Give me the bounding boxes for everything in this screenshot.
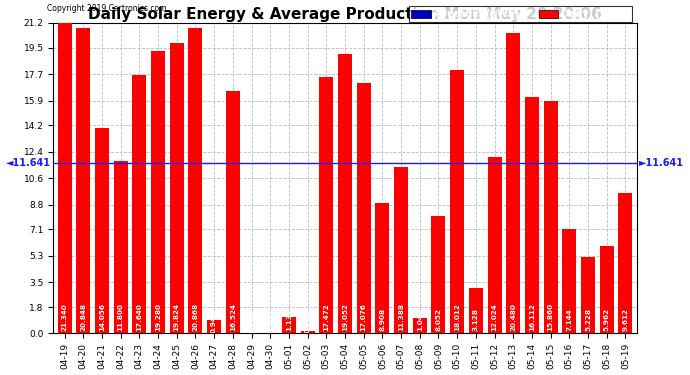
Bar (506, 33, 520, 333)
Text: 15.860: 15.860 (548, 303, 553, 331)
Bar (114, 160, 128, 333)
Bar (188, 28, 202, 333)
Text: 0.000: 0.000 (267, 310, 273, 333)
Text: 5.962: 5.962 (604, 308, 610, 331)
Text: 3.128: 3.128 (473, 308, 479, 331)
Text: 1.044: 1.044 (417, 309, 423, 331)
Bar (207, 320, 221, 333)
Text: 0.000: 0.000 (248, 310, 255, 333)
Bar (544, 101, 558, 333)
Text: 1.132: 1.132 (286, 309, 292, 331)
Text: 20.848: 20.848 (80, 303, 86, 331)
Text: 21.340: 21.340 (61, 303, 68, 331)
Bar (95, 128, 109, 333)
Bar (618, 193, 633, 333)
Bar (413, 318, 427, 333)
Bar (450, 70, 464, 333)
Text: 0.940: 0.940 (211, 310, 217, 333)
Text: 9.612: 9.612 (622, 308, 629, 331)
Text: 17.076: 17.076 (361, 303, 366, 331)
Text: 18.012: 18.012 (454, 303, 460, 331)
Bar (76, 28, 90, 333)
Text: 11.800: 11.800 (117, 303, 124, 331)
Text: Copyright 2019 Cartronics.com: Copyright 2019 Cartronics.com (48, 4, 167, 13)
Text: 11.388: 11.388 (398, 303, 404, 331)
Bar (151, 51, 165, 333)
Text: 19.052: 19.052 (342, 303, 348, 331)
Bar (469, 288, 483, 333)
Text: 17.640: 17.640 (137, 303, 142, 331)
Bar (357, 83, 371, 333)
Bar (562, 229, 576, 333)
Bar (319, 78, 333, 333)
Text: 14.056: 14.056 (99, 303, 105, 331)
Text: 8.908: 8.908 (380, 308, 386, 331)
Bar (431, 216, 446, 333)
Text: 0.188: 0.188 (304, 310, 310, 333)
Bar (600, 246, 614, 333)
Bar (226, 92, 240, 333)
Text: 16.112: 16.112 (529, 303, 535, 331)
Text: 20.868: 20.868 (193, 303, 199, 331)
Text: 7.144: 7.144 (566, 309, 573, 331)
Text: ►11.641: ►11.641 (640, 158, 684, 168)
Text: ◄11.641: ◄11.641 (6, 158, 50, 168)
Bar (170, 43, 184, 333)
Text: 20.480: 20.480 (511, 303, 516, 331)
Bar (57, 21, 72, 333)
Title: Daily Solar Energy & Average Production Mon May 20 20:06: Daily Solar Energy & Average Production … (88, 7, 602, 22)
Text: 12.024: 12.024 (491, 303, 497, 331)
Bar (301, 331, 315, 333)
Bar (375, 203, 389, 333)
Legend: Average  (kWh), Daily  (kWh): Average (kWh), Daily (kWh) (408, 6, 632, 22)
Bar (488, 158, 502, 333)
Bar (394, 166, 408, 333)
Text: 19.280: 19.280 (155, 303, 161, 331)
Bar (525, 98, 539, 333)
Bar (282, 317, 296, 333)
Text: 17.472: 17.472 (324, 303, 329, 331)
Bar (338, 54, 352, 333)
Bar (132, 75, 146, 333)
Bar (581, 257, 595, 333)
Text: 8.052: 8.052 (435, 308, 442, 331)
Text: 16.524: 16.524 (230, 303, 236, 331)
Text: 5.228: 5.228 (585, 308, 591, 331)
Text: 19.824: 19.824 (174, 303, 179, 331)
